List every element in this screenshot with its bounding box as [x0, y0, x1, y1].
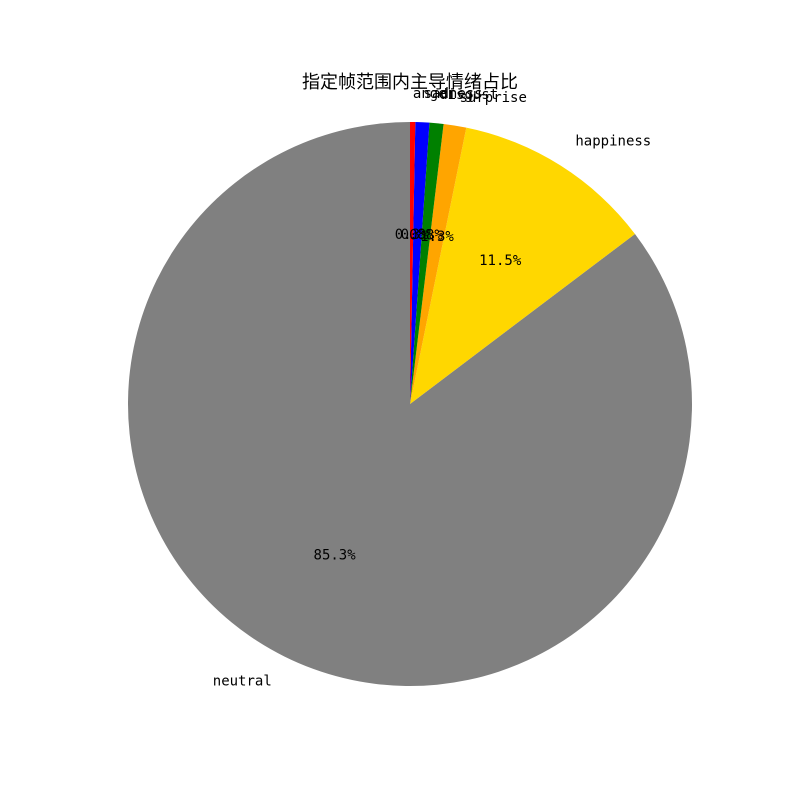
pie-slice-neutral	[127, 122, 692, 687]
slice-pct-surprise: 1.3%	[420, 229, 454, 245]
slice-label-anger: anger	[413, 86, 455, 102]
pie-slice-anger	[410, 122, 416, 404]
slice-pct-happiness: 11.5%	[479, 253, 522, 269]
slice-pct-anger: 0.3%	[395, 227, 429, 243]
slice-pct-neutral: 85.3%	[314, 547, 357, 563]
slice-label-disgust: disgust	[439, 87, 498, 103]
pie-slice-sadness	[410, 122, 430, 404]
slices-layer	[127, 122, 692, 687]
slice-label-neutral: neutral	[213, 674, 272, 690]
slice-pct-sadness: 0.8%	[401, 227, 435, 243]
labels-layer: neutral 85.3% happiness 11.5% surprise 1.3% di…	[213, 86, 651, 690]
pie-slice-disgust	[410, 122, 444, 404]
pie-slice-surprise	[410, 124, 467, 404]
slice-label-sadness: sadness	[424, 86, 483, 102]
slice-label-happiness: happiness	[575, 134, 651, 150]
pie-slice-happiness	[410, 127, 635, 404]
chart-title: 指定帧范围内主导情绪占比	[302, 72, 518, 93]
slice-pct-disgust: 0.8%	[409, 228, 443, 244]
slice-label-surprise: surprise	[459, 90, 526, 106]
